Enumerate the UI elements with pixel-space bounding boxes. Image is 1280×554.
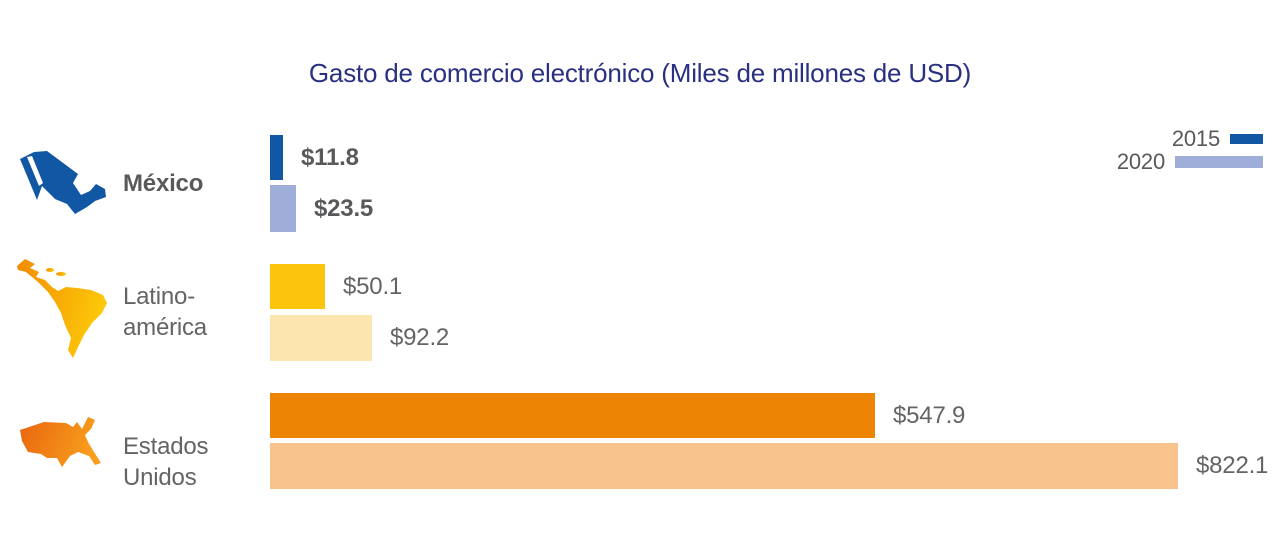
bar-value-usa-2020: $822.1 (1196, 452, 1269, 479)
bar-mexico-2015 (270, 135, 283, 180)
legend-swatch-2015-icon (1230, 133, 1263, 144)
category-label-mexico: México (123, 170, 204, 197)
bar-row-usa-2015: $547.9 (270, 393, 965, 438)
bar-value-mexico-2015: $11.8 (301, 143, 359, 171)
mexico-map-icon (20, 151, 106, 214)
legend: 2015 2020 (1116, 125, 1263, 174)
bar-latam-2020 (270, 315, 372, 361)
legend-swatch-2020-icon (1175, 155, 1263, 168)
bar-row-latam-2020: $92.2 (270, 315, 449, 361)
bar-value-latam-2015: $50.1 (343, 272, 403, 300)
bar-row-mexico-2015: $11.8 (270, 135, 359, 180)
latin-america-map-icon (17, 259, 107, 358)
category-label-usa: Estados Unidos (123, 433, 209, 491)
legend-label-2020: 2020 (1116, 148, 1165, 174)
bar-value-latam-2020: $92.2 (390, 324, 450, 351)
chart-title: Gasto de comercio electrónico (Miles de … (308, 58, 972, 88)
legend-item-2020: 2020 (1116, 148, 1263, 174)
bar-usa-2020 (270, 443, 1178, 489)
bar-row-usa-2020: $822.1 (270, 443, 1268, 489)
bar-mexico-2020 (270, 185, 296, 232)
bar-usa-2015 (270, 393, 875, 438)
bar-row-latam-2015: $50.1 (270, 264, 402, 309)
legend-item-2015: 2015 (1117, 125, 1263, 151)
bar-value-mexico-2020: $23.5 (314, 194, 374, 222)
bar-latam-2015 (270, 264, 325, 309)
bar-value-usa-2015: $547.9 (893, 401, 966, 429)
usa-map-icon (20, 417, 101, 467)
category-label-latam: Latino- américa (123, 283, 207, 341)
bar-row-mexico-2020: $23.5 (270, 185, 373, 232)
legend-label-2015: 2015 (1171, 125, 1220, 151)
